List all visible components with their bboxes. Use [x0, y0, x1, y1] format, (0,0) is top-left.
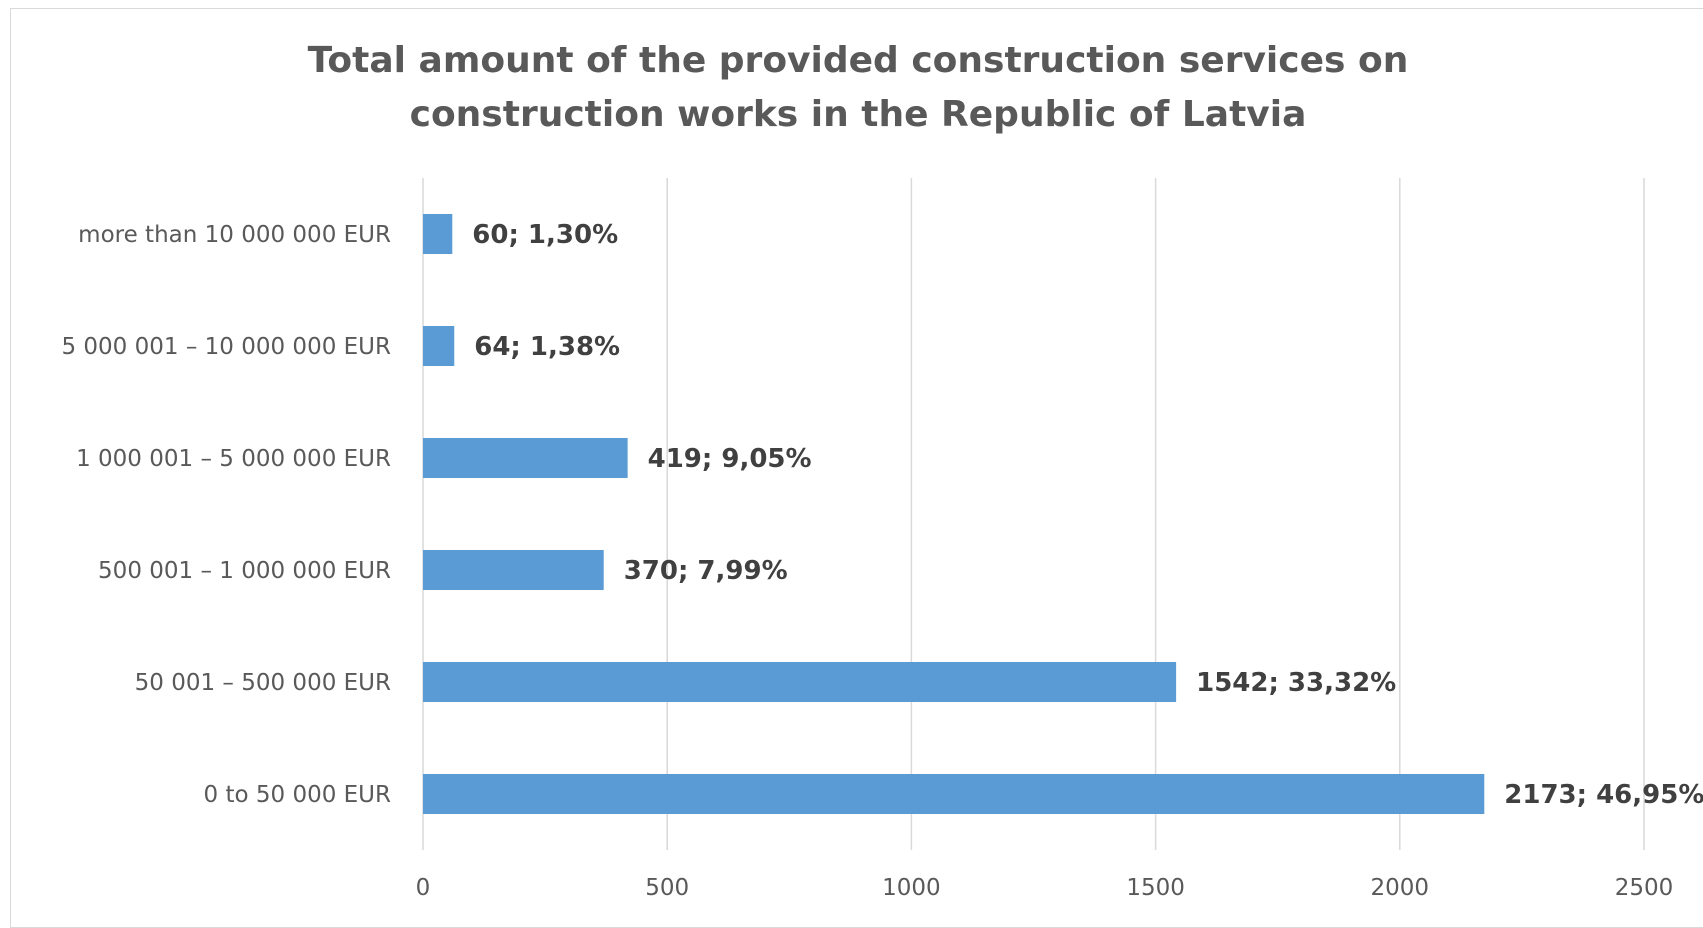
x-tick-label-1000: 1000 — [882, 875, 941, 901]
x-axis-tick-labels: 0 500 1000 1500 2000 2500 — [416, 875, 1674, 901]
category-label-4: 50 001 – 500 000 EUR — [135, 670, 391, 696]
chart-title: Total amount of the provided constructio… — [308, 40, 1409, 135]
x-tick-label-500: 500 — [645, 875, 689, 901]
category-label-2: 1 000 001 – 5 000 000 EUR — [76, 446, 391, 472]
data-label-0: 60; 1,30% — [472, 220, 618, 250]
category-labels: more than 10 000 000 EUR 5 000 001 – 10 0… — [61, 222, 391, 808]
data-label-5: 2173; 46,95% — [1504, 780, 1703, 810]
bar-3 — [423, 550, 604, 590]
x-tick-label-2500: 2500 — [1615, 875, 1674, 901]
category-label-3: 500 001 – 1 000 000 EUR — [98, 558, 391, 584]
data-label-1: 64; 1,38% — [474, 332, 620, 362]
bar-0 — [423, 214, 453, 254]
x-tick-label-2000: 2000 — [1371, 875, 1430, 901]
bars — [423, 214, 1485, 814]
bar-4 — [423, 662, 1177, 702]
data-label-2: 419; 9,05% — [648, 444, 812, 474]
chart-title-line-2: construction works in the Republic of La… — [410, 94, 1307, 135]
data-label-3: 370; 7,99% — [624, 556, 788, 586]
data-labels: 60; 1,30% 64; 1,38% 419; 9,05% 370; 7,99% 15… — [472, 220, 1703, 810]
category-label-0: more than 10 000 000 EUR — [78, 222, 391, 248]
data-label-4: 1542; 33,32% — [1196, 668, 1396, 698]
category-label-1: 5 000 001 – 10 000 000 EUR — [61, 334, 391, 360]
x-tick-label-0: 0 — [416, 875, 431, 901]
category-label-5: 0 to 50 000 EUR — [204, 782, 392, 808]
chart-title-line-1: Total amount of the provided constructio… — [308, 40, 1409, 81]
bar-5 — [423, 774, 1485, 814]
gridlines — [422, 178, 1645, 850]
x-tick-label-1500: 1500 — [1126, 875, 1185, 901]
bar-2 — [423, 438, 628, 478]
bar-1 — [423, 326, 455, 366]
